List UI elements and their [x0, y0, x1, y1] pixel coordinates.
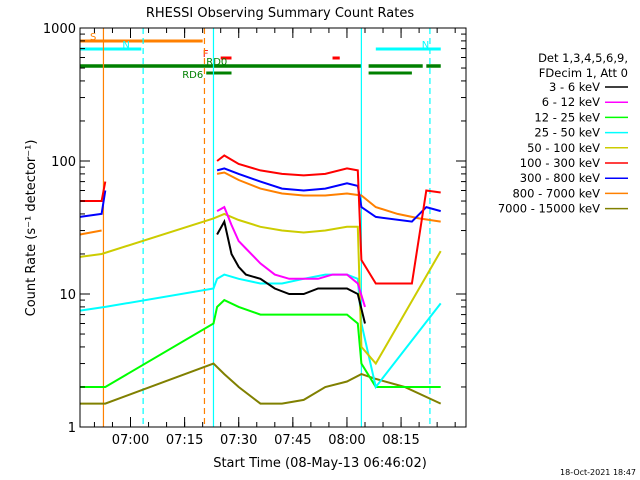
flag-label: S [90, 32, 96, 43]
x-tick-label: 07:00 [112, 433, 149, 448]
series-line [79, 167, 441, 223]
legend-label: 300 - 800 keV [520, 171, 600, 185]
flag-label: RD0 [206, 57, 227, 68]
y-axis-label: Count Rate (s⁻¹ detector⁻¹) [24, 140, 39, 317]
series-line [216, 218, 366, 324]
flag-label: N [422, 40, 429, 51]
x-axis: 07:00 07:15 07:30 07:45 08:00 08:15 [93, 28, 456, 448]
series-lines [79, 154, 442, 405]
y-axis: 1 10 100 1000 [43, 22, 466, 436]
series-line [80, 154, 441, 285]
x-tick-label: 08:00 [328, 433, 365, 448]
series-line [79, 212, 442, 366]
x-axis-label: Start Time (08-May-13 06:46:02) [213, 456, 427, 471]
legend-label: 800 - 7000 keV [512, 186, 600, 200]
legend-header-line-1: Det 1,3,4,5,6,9, [538, 51, 628, 65]
flag-label: RD6 [182, 70, 203, 81]
chart-title: RHESSI Observing Summary Count Rates [146, 6, 415, 21]
y-tick-label: 1000 [43, 22, 76, 37]
legend-header-line-2: FDecim 1, Att 0 [539, 66, 628, 80]
plot-frame [79, 27, 467, 428]
x-tick-label: 08:15 [382, 433, 419, 448]
legend-label: 6 - 12 keV [542, 95, 600, 109]
series-line [79, 171, 441, 236]
x-tick-label: 07:30 [220, 433, 257, 448]
y-tick-label: 100 [51, 155, 76, 170]
legend-label: 12 - 25 keV [534, 110, 600, 124]
series-line [80, 298, 441, 388]
footer-date: 18-Oct-2021 18:47 [560, 468, 636, 477]
legend-label: 25 - 50 keV [534, 126, 600, 140]
y-tick-label: 10 [59, 288, 76, 303]
flag-label: F [203, 49, 209, 60]
legend-label: 7000 - 15000 keV [498, 202, 600, 216]
legend-label: 3 - 6 keV [549, 80, 600, 94]
x-tick-label: 07:45 [274, 433, 311, 448]
flag-label: N [122, 40, 129, 51]
series-line [216, 205, 366, 308]
legend-label: 100 - 300 keV [520, 156, 600, 170]
legend-label: 50 - 100 keV [527, 141, 600, 155]
x-tick-label: 07:15 [166, 433, 203, 448]
y-tick-label: 1 [68, 421, 76, 436]
